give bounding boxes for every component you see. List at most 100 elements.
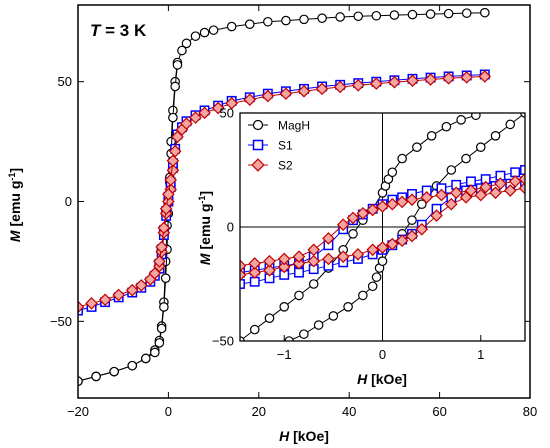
main-magh-point xyxy=(141,353,151,364)
main-s2-point xyxy=(370,77,383,90)
main-s2-point xyxy=(155,240,168,254)
inset-magh-point xyxy=(456,115,466,125)
main-magh-point xyxy=(172,60,183,70)
main-s2-point xyxy=(164,173,177,187)
main-magh-point xyxy=(208,25,219,35)
main-magh-point xyxy=(190,31,201,41)
main-magh-point xyxy=(199,27,210,38)
inset-s2-point xyxy=(292,250,306,263)
inset-s2-point xyxy=(336,250,350,263)
main-magh-point xyxy=(160,273,171,283)
inset-magh-point xyxy=(407,215,417,225)
main-x-axis-label-var: H xyxy=(279,428,290,444)
inset-s2-point xyxy=(277,260,291,274)
main-s2-point xyxy=(351,78,365,92)
inset-y-axis-label-close: ] xyxy=(197,191,213,196)
legend-s2-marker xyxy=(251,158,265,172)
main-s2-point xyxy=(159,202,173,215)
inset-s2-point xyxy=(449,186,463,200)
inset-s2-point xyxy=(386,237,399,251)
main-x-axis-label-unit: [kOe] xyxy=(289,428,329,444)
main-s2-point xyxy=(198,106,211,120)
main-s2-point xyxy=(279,87,293,100)
inset-x-axis-label-unit: [kOe] xyxy=(367,371,407,387)
temperature-value: = 3 K xyxy=(100,21,147,40)
main-y-tick-label: 50 xyxy=(58,74,72,89)
main-s2-point xyxy=(125,283,139,297)
inset-s2-point xyxy=(240,259,247,273)
inset-s2-point xyxy=(322,232,335,245)
inset-y-axis-label-sup: -1 xyxy=(197,196,207,204)
main-s2-point xyxy=(315,82,329,96)
main-x-tick-label: 80 xyxy=(523,404,537,419)
inset-s2-point xyxy=(240,268,247,282)
inset-x-tick-label: 1 xyxy=(477,347,484,362)
inset-s2-point xyxy=(518,181,525,195)
main-s2-point xyxy=(424,73,437,86)
inset-s2-point xyxy=(474,188,488,202)
main-magh-point xyxy=(91,371,101,382)
main-magh-point xyxy=(156,323,167,334)
main-s2-point xyxy=(211,101,225,115)
main-magh-point xyxy=(443,8,454,19)
inset-magh-point xyxy=(249,324,260,335)
inset-s2-point xyxy=(405,229,419,243)
inset-s2-point xyxy=(376,200,389,213)
inset-magh-point xyxy=(412,142,422,152)
inset-y-axis-label: M [emu g-1] xyxy=(197,191,213,265)
main-magh-point xyxy=(389,10,400,20)
inset-s2-point xyxy=(464,184,478,197)
inset-y-tick-label: 50 xyxy=(220,106,234,121)
main-y-tick-label: 0 xyxy=(65,194,72,209)
temperature-annotation: T = 3 K xyxy=(90,21,147,40)
inset-s2-point xyxy=(263,264,276,277)
legend-s2-label: S2 xyxy=(278,159,293,173)
inset-s2-point xyxy=(415,222,429,236)
inset-series-magh-upper-points xyxy=(240,113,481,341)
main-y-axis-label: M [emu g-1] xyxy=(7,168,23,242)
main-s2-point xyxy=(168,144,182,158)
inset-magh-point xyxy=(441,121,452,132)
main-s2-point xyxy=(442,72,455,85)
inset-y-tick-label: 0 xyxy=(227,220,234,235)
main-x-tick-label: −20 xyxy=(67,404,89,419)
inset-s2-point xyxy=(356,207,370,220)
inset-s2-point xyxy=(366,203,379,217)
main-x-tick-label: 40 xyxy=(342,404,356,419)
main-magh-point xyxy=(244,19,255,29)
main-magh-point xyxy=(371,10,382,21)
main-magh-point xyxy=(150,347,160,358)
inset-magh-point xyxy=(343,301,353,312)
inset-s2-point xyxy=(292,257,306,270)
inset-magh-point xyxy=(313,320,324,330)
inset-s2-point xyxy=(346,211,360,225)
inset-s2-point xyxy=(518,172,525,186)
main-y-axis-label-sup: -1 xyxy=(7,173,17,181)
main-s2-point xyxy=(261,89,275,103)
main-x-tick-label: 20 xyxy=(252,404,266,419)
inset-s2-point xyxy=(479,180,492,194)
inset-magh-point xyxy=(328,311,339,321)
inset-y-tick-label: −50 xyxy=(212,334,234,349)
inset-plot: −1 0 1 −50 0 50 MagH S1 S2 H [kOe] M [emu g-1] xyxy=(197,106,526,387)
inset-s2-point xyxy=(494,177,507,190)
inset-magh-point xyxy=(461,153,471,164)
legend-item-s1: S1 xyxy=(248,139,293,153)
inset-magh-point xyxy=(426,131,437,141)
inset-s2-point xyxy=(430,209,443,222)
main-s2-point xyxy=(388,75,401,89)
main-y-tick-label: −50 xyxy=(50,314,72,329)
main-s2-point xyxy=(78,300,85,314)
inset-y-axis: −50 0 50 xyxy=(212,106,246,349)
main-magh-point xyxy=(127,360,138,371)
inset-s2-point xyxy=(307,254,321,268)
main-x-tick-label: 0 xyxy=(165,404,172,419)
inset-s2-point xyxy=(489,186,502,200)
main-magh-point xyxy=(281,15,291,26)
legend-magh-marker xyxy=(252,119,264,131)
main-magh-point xyxy=(461,8,472,18)
main-y-axis-label-unit: [emu g xyxy=(7,181,23,231)
main-magh-point xyxy=(263,16,273,27)
main-magh-point xyxy=(168,112,178,123)
